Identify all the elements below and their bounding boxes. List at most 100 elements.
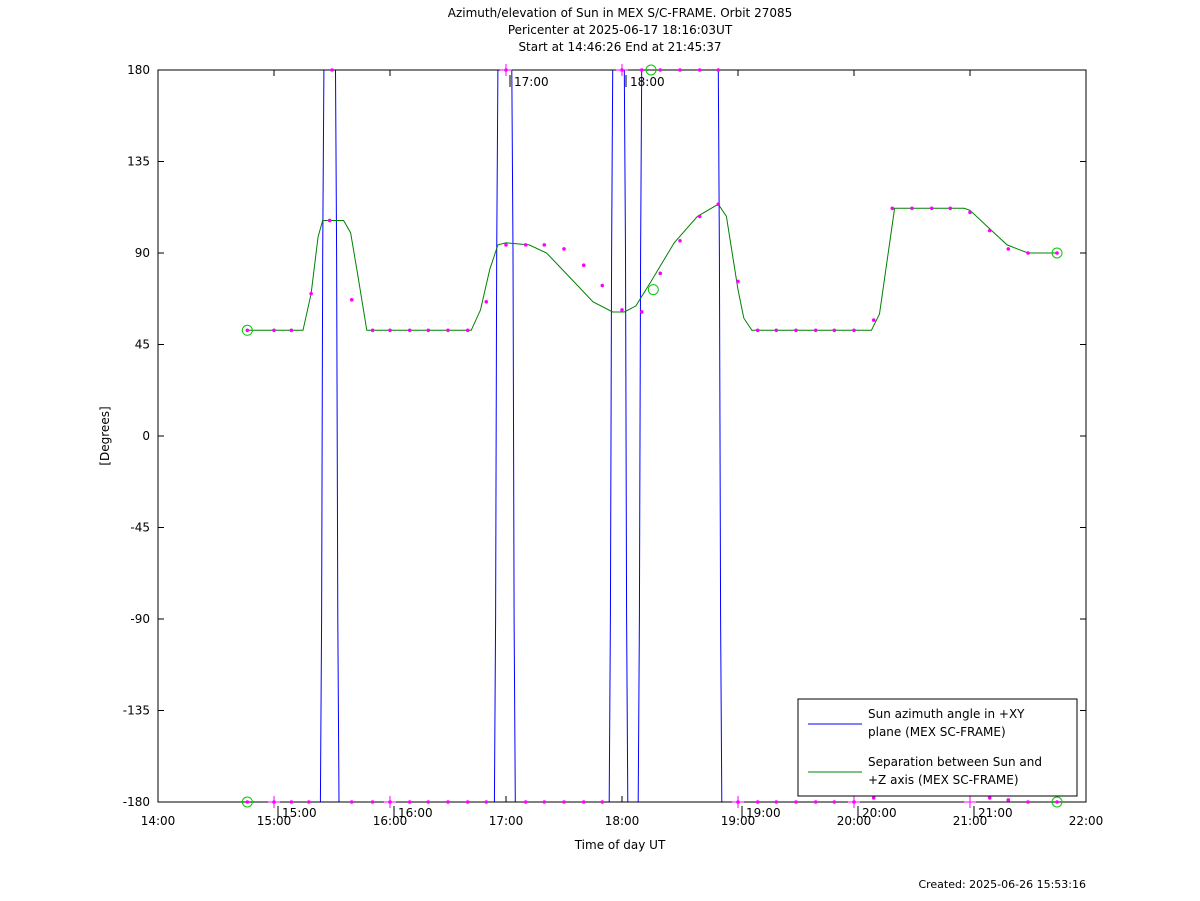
data-point [620, 68, 624, 72]
data-point [370, 800, 375, 804]
data-point [871, 318, 876, 322]
hour-marker-label: 16:00 [398, 806, 433, 820]
data-point [562, 247, 566, 251]
data-point [755, 800, 760, 804]
data-point [388, 800, 392, 804]
data-point [272, 328, 276, 333]
data-point [620, 308, 624, 312]
data-point [678, 68, 682, 72]
data-point [987, 228, 992, 233]
data-point [852, 328, 856, 333]
data-point [562, 800, 566, 804]
data-point [678, 239, 682, 243]
y-tick-label: -90 [130, 612, 150, 626]
data-point [948, 206, 953, 211]
data-point [697, 214, 702, 219]
data-point [542, 800, 547, 804]
hour-marker-label: 20:00 [862, 806, 897, 820]
hour-marker-label: 18:00 [630, 75, 665, 89]
y-tick-label: 90 [135, 246, 150, 260]
data-point [426, 328, 431, 333]
hour-marker-label: 19:00 [746, 806, 781, 820]
y-tick-label: 45 [135, 338, 150, 352]
legend-label: plane (MEX SC-FRAME) [868, 725, 1006, 739]
data-point [349, 800, 354, 804]
data-point [407, 328, 412, 333]
y-tick-label: -180 [123, 795, 150, 809]
data-point [581, 263, 586, 268]
data-point [1026, 800, 1030, 804]
x-tick-label: 19:00 [721, 814, 756, 828]
data-point [871, 796, 876, 800]
data-point [446, 328, 450, 333]
data-point [658, 271, 663, 276]
data-point [794, 800, 798, 804]
hour-marker-label: 15:00 [282, 806, 317, 820]
data-point [697, 68, 702, 72]
title-line: Pericenter at 2025-06-17 18:16:03UT [508, 23, 733, 37]
circle-marker [241, 796, 253, 808]
data-point [542, 243, 547, 247]
x-tick-label: 17:00 [489, 814, 524, 828]
data-point [852, 800, 856, 804]
data-point [736, 279, 740, 284]
data-point [272, 800, 276, 804]
data-point [446, 800, 450, 804]
axes: 14:00 15:00 16:00 17:00 18:00 19:00 20:00 21:00… [123, 63, 1104, 828]
legend-box [797, 698, 1078, 797]
data-point [716, 68, 721, 72]
plot-area [157, 69, 1087, 803]
y-axis-label: [Degrees] [98, 406, 112, 465]
circle-marker [1051, 247, 1063, 259]
x-tick-label: 20:00 [837, 814, 872, 828]
data-point [465, 328, 470, 333]
data-point [813, 800, 818, 804]
data-point [813, 328, 818, 333]
azimuth-line [247, 69, 1057, 803]
sample-points [241, 64, 1063, 808]
legend-label: Sun azimuth angle in +XY [868, 707, 1025, 721]
title-line: Azimuth/elevation of Sun in MEX S/C-FRAM… [448, 6, 793, 20]
data-point [349, 297, 354, 302]
plot-curves [247, 69, 1057, 803]
data-point [794, 328, 798, 333]
data-point [370, 328, 375, 333]
data-point [327, 218, 332, 223]
data-point [504, 68, 508, 72]
data-point [774, 328, 779, 333]
data-point [484, 300, 489, 304]
data-point [600, 800, 605, 804]
data-point [1006, 247, 1011, 251]
circle-marker [241, 324, 253, 336]
title-line: Start at 14:46:26 End at 21:45:37 [518, 40, 721, 54]
y-tick-label: 180 [127, 63, 150, 77]
circle-marker [647, 284, 659, 296]
data-point [581, 800, 586, 804]
created-timestamp: Created: 2025-06-26 15:53:16 [918, 878, 1086, 891]
y-tick-label: -45 [130, 521, 150, 535]
data-point [600, 283, 605, 288]
separation-line [247, 203, 1057, 331]
data-point [465, 800, 470, 804]
data-point [910, 206, 914, 211]
circle-marker [1051, 796, 1063, 808]
data-point [484, 800, 489, 804]
data-point [736, 800, 740, 804]
data-point [716, 202, 721, 206]
y-tick-label: 135 [127, 155, 150, 169]
x-tick-label: 14:00 [141, 814, 176, 828]
legend: Sun azimuth angle in +XY plane (MEX SC-FR… [797, 698, 1078, 797]
y-tick-label: -135 [123, 704, 150, 718]
data-point [832, 328, 837, 333]
data-point [774, 800, 779, 804]
data-point [388, 328, 392, 333]
data-point [1055, 800, 1059, 804]
hour-marker-label: 21:00 [978, 806, 1013, 820]
data-point [504, 243, 508, 247]
data-point [426, 800, 431, 804]
y-tick-label: 0 [142, 429, 150, 443]
data-point [968, 210, 972, 215]
x-tick-label: 22:00 [1069, 814, 1104, 828]
data-point [1006, 798, 1011, 802]
